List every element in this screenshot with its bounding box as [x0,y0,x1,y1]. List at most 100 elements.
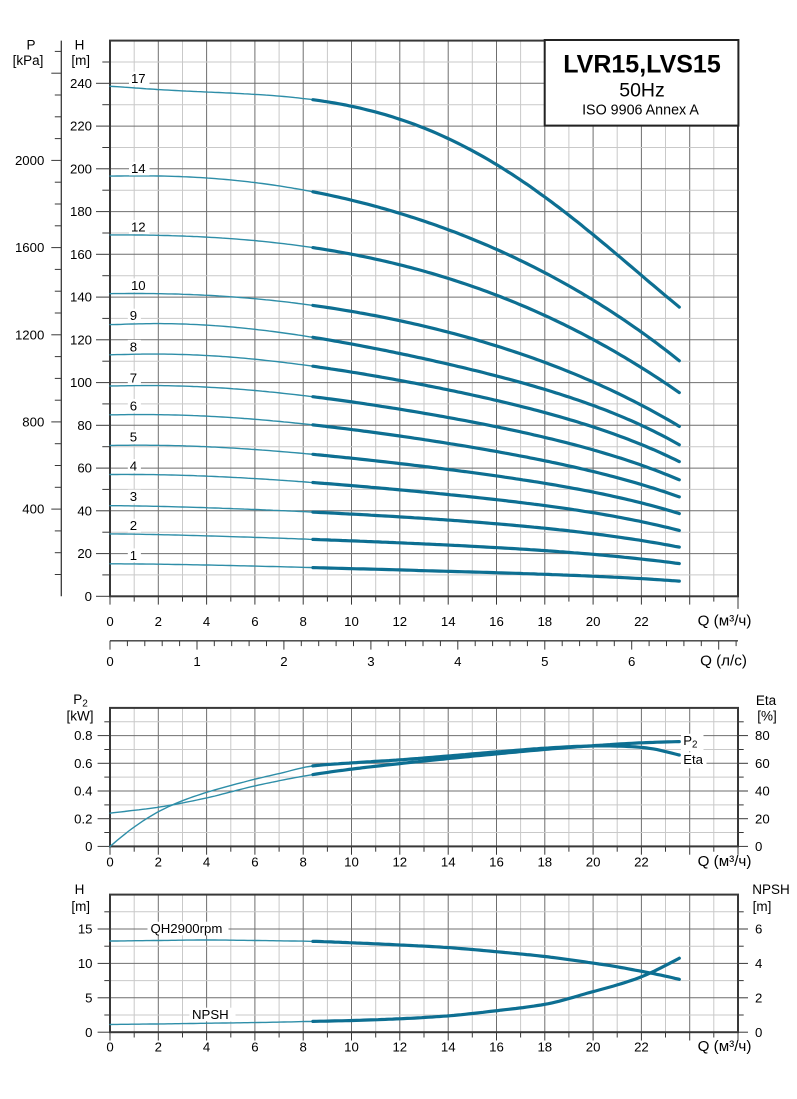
svg-text:22: 22 [634,614,649,629]
svg-text:8: 8 [300,1040,307,1055]
svg-text:6: 6 [130,398,137,413]
svg-text:4: 4 [203,1040,210,1055]
svg-text:10: 10 [131,278,146,293]
svg-text:6: 6 [755,922,762,937]
svg-text:20: 20 [586,614,601,629]
svg-text:18: 18 [537,614,552,629]
svg-text:18: 18 [537,855,552,870]
svg-text:80: 80 [77,418,92,433]
svg-text:50Hz: 50Hz [619,80,665,102]
svg-text:ISO 9906 Annex A: ISO 9906 Annex A [582,103,699,119]
svg-text:20: 20 [586,1040,601,1055]
svg-text:Eta: Eta [683,752,703,767]
svg-text:2: 2 [130,518,137,533]
svg-text:Q (м³/ч): Q (м³/ч) [698,1038,752,1055]
svg-text:NPSH: NPSH [752,882,790,897]
svg-text:3: 3 [367,654,374,669]
svg-text:400: 400 [22,502,44,517]
svg-text:3: 3 [130,489,137,504]
svg-text:5: 5 [130,430,137,445]
svg-text:0: 0 [106,654,113,669]
svg-text:16: 16 [489,855,504,870]
svg-text:60: 60 [77,461,92,476]
svg-text:8: 8 [300,855,307,870]
svg-text:4: 4 [203,614,210,629]
svg-text:QH2900rpm: QH2900rpm [151,921,223,936]
svg-text:0.2: 0.2 [74,811,92,826]
svg-text:5: 5 [541,654,548,669]
svg-text:10: 10 [78,956,93,971]
svg-text:16: 16 [489,614,504,629]
svg-text:1: 1 [130,548,137,563]
svg-text:9: 9 [130,308,137,323]
svg-text:0.8: 0.8 [74,728,92,743]
svg-text:0: 0 [106,614,113,629]
svg-text:Q (л/с): Q (л/с) [700,653,747,670]
svg-text:[m]: [m] [71,53,90,68]
svg-text:40: 40 [755,784,770,799]
svg-text:[m]: [m] [71,899,90,914]
svg-text:17: 17 [131,71,146,86]
svg-text:100: 100 [70,375,92,390]
svg-text:40: 40 [77,503,92,518]
svg-text:0.4: 0.4 [74,784,92,799]
svg-text:[kPa]: [kPa] [13,53,44,68]
svg-text:4: 4 [130,459,137,474]
svg-text:20: 20 [586,855,601,870]
svg-text:12: 12 [131,220,146,235]
svg-text:22: 22 [634,855,649,870]
svg-text:10: 10 [344,614,359,629]
svg-text:H: H [75,38,85,53]
svg-text:0: 0 [85,589,92,604]
svg-text:4: 4 [203,855,210,870]
svg-text:0: 0 [106,1040,113,1055]
svg-text:[%]: [%] [757,709,777,724]
svg-text:2: 2 [155,614,162,629]
svg-text:14: 14 [441,1040,456,1055]
svg-text:200: 200 [70,161,92,176]
svg-text:1600: 1600 [15,240,44,255]
svg-text:16: 16 [489,1040,504,1055]
svg-text:240: 240 [70,76,92,91]
svg-text:0: 0 [106,855,113,870]
svg-text:22: 22 [634,1040,649,1055]
svg-text:1200: 1200 [15,327,44,342]
svg-text:LVR15,LVS15: LVR15,LVS15 [563,51,721,79]
svg-text:0.6: 0.6 [74,756,92,771]
svg-text:20: 20 [755,811,770,826]
svg-text:1: 1 [193,654,200,669]
svg-text:5: 5 [85,990,92,1005]
svg-text:20: 20 [77,546,92,561]
svg-text:180: 180 [70,204,92,219]
svg-text:18: 18 [537,1040,552,1055]
svg-text:220: 220 [70,119,92,134]
svg-text:Q (м³/ч): Q (м³/ч) [698,853,752,870]
svg-text:NPSH: NPSH [192,1007,229,1022]
svg-text:Q (м³/ч): Q (м³/ч) [698,613,752,630]
svg-text:12: 12 [392,855,407,870]
svg-text:12: 12 [392,614,407,629]
svg-text:8: 8 [130,339,137,354]
svg-text:7: 7 [130,371,137,386]
svg-text:14: 14 [441,855,456,870]
svg-text:0: 0 [85,1025,92,1040]
svg-text:[m]: [m] [753,899,772,914]
svg-text:0: 0 [755,839,762,854]
svg-text:120: 120 [70,332,92,347]
svg-text:2: 2 [155,855,162,870]
svg-text:10: 10 [344,855,359,870]
svg-text:140: 140 [70,290,92,305]
svg-text:10: 10 [344,1040,359,1055]
svg-text:0: 0 [85,839,92,854]
svg-text:0: 0 [755,1025,762,1040]
svg-text:4: 4 [454,654,461,669]
svg-text:H: H [75,882,85,897]
svg-text:6: 6 [251,855,258,870]
svg-text:60: 60 [755,756,770,771]
svg-text:6: 6 [251,1040,258,1055]
svg-text:14: 14 [441,614,456,629]
svg-text:8: 8 [300,614,307,629]
svg-text:2: 2 [755,990,762,1005]
svg-text:4: 4 [755,956,762,971]
svg-text:800: 800 [22,415,44,430]
